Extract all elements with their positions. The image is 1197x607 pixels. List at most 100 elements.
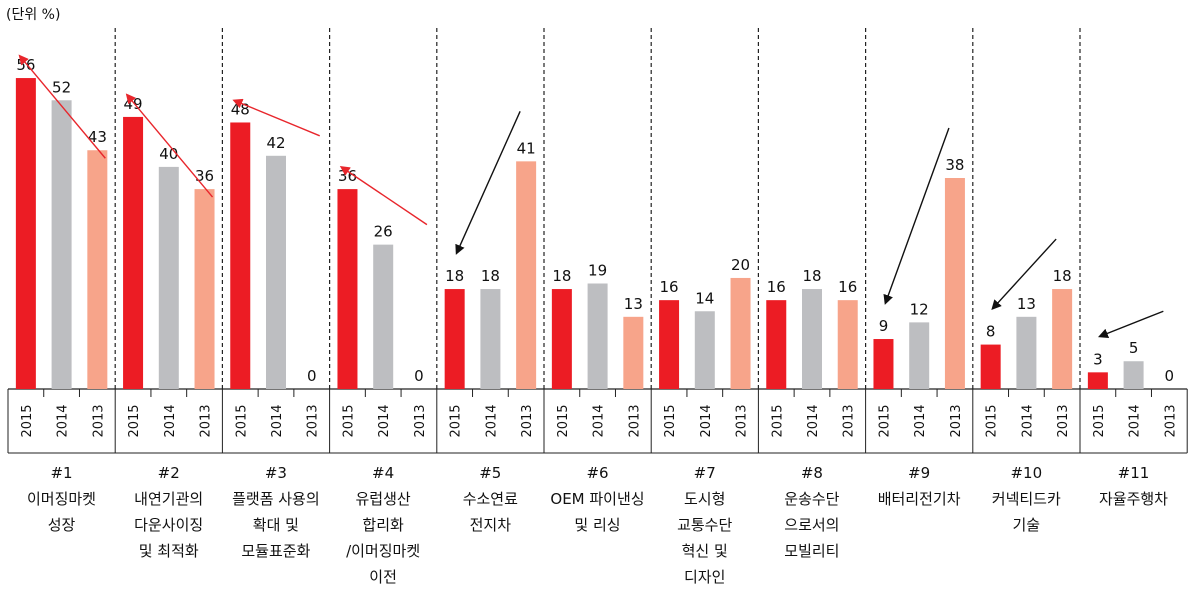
data-label: 41 (517, 139, 536, 157)
year-tick-label: 2014 (913, 404, 928, 437)
year-tick-label: 2015 (877, 404, 892, 437)
year-tick-label: 2013 (735, 404, 750, 437)
category-name-line: 모듈표준화 (241, 542, 311, 560)
bar-c9-2013 (944, 178, 965, 389)
bar-c7-2014 (694, 311, 715, 389)
trend-arrow-up (125, 93, 214, 198)
data-label: 19 (588, 262, 607, 280)
data-label: 9 (879, 317, 889, 335)
year-tick-label: 2014 (699, 404, 714, 437)
data-label: 5 (1129, 339, 1139, 357)
year-tick-label: 2015 (234, 404, 249, 437)
bar-c2-2014 (158, 166, 179, 389)
bar-c1-2015 (15, 78, 36, 389)
data-label: 16 (838, 278, 857, 296)
data-label: 36 (195, 167, 214, 185)
category-number: #4 (372, 464, 395, 482)
category-number: #8 (800, 464, 823, 482)
data-label: 13 (624, 295, 643, 313)
category-name-line: 성장 (47, 516, 76, 534)
year-tick-label: 2014 (270, 404, 285, 437)
data-label: 16 (660, 278, 679, 296)
category-number: #1 (50, 464, 73, 482)
year-tick-label: 2015 (985, 404, 1000, 437)
data-label: 14 (695, 289, 714, 307)
category-name-line: 플랫폼 사용의 (232, 490, 320, 508)
bar-c6-2015 (551, 289, 572, 389)
category-number: #6 (586, 464, 609, 482)
year-tick-label: 2014 (56, 404, 71, 437)
trend-arrow-down (883, 127, 950, 305)
category-label: #4 유럽생산 합리화/이머징마켓 이전 (330, 460, 437, 590)
category-number: #9 (908, 464, 931, 482)
trend-arrow-down (1098, 310, 1164, 339)
year-tick-label: 2013 (306, 404, 321, 437)
category-label: #6 OEM 파이낸싱 및 리싱 (544, 460, 651, 538)
category-name-line: 이전 (369, 568, 397, 586)
year-tick-label: 2015 (127, 404, 142, 437)
data-label: 18 (445, 267, 464, 285)
category-name-line: 수소연료 (462, 490, 518, 508)
year-tick-label: 2015 (770, 404, 785, 437)
category-label: #8 운송수단 으로서의 모빌리티 (758, 460, 865, 564)
year-tick-label: 2014 (163, 404, 178, 437)
bar-c4-2014 (373, 244, 394, 389)
category-name-line: 및 리싱 (574, 516, 621, 534)
category-name-line: 으로서의 (784, 516, 840, 534)
category-label: #2 내연기관의 다운사이징 및 최적화 (115, 460, 222, 564)
year-tick-label: 2013 (1056, 404, 1071, 437)
year-tick-label: 2013 (413, 404, 428, 437)
data-label: 42 (266, 134, 285, 152)
data-label: 52 (52, 78, 71, 96)
data-label: 18 (1053, 267, 1072, 285)
bar-c6-2014 (587, 283, 608, 389)
category-label: #9 배터리전기차 (866, 460, 973, 512)
bar-c10-2015 (980, 344, 1001, 389)
category-label: #5 수소연료 전지차 (437, 460, 544, 538)
year-tick-label: 2015 (20, 404, 35, 437)
bar-c5-2015 (444, 289, 465, 389)
trend-arrow-up (339, 165, 428, 226)
bar-c11-2015 (1087, 372, 1108, 389)
bar-c8-2014 (802, 289, 822, 389)
trend-arrow-down (455, 111, 521, 255)
category-name-line: 전지차 (469, 516, 511, 534)
year-tick-label: 2015 (663, 404, 678, 437)
category-name-line: 다운사이징 (134, 516, 204, 534)
bar-c7-2015 (659, 300, 680, 389)
category-number: #10 (1010, 464, 1043, 482)
year-tick-label: 2015 (556, 404, 571, 437)
category-number: #2 (157, 464, 180, 482)
bar-c4-2015 (337, 189, 358, 389)
year-tick-label: 2013 (520, 404, 535, 437)
bar-c8-2013 (837, 300, 858, 389)
data-label: 38 (945, 156, 964, 174)
year-tick-label: 2013 (1163, 404, 1178, 437)
data-label: 16 (767, 278, 786, 296)
bar-c10-2013 (1052, 289, 1073, 389)
category-name-line: 기술 (1012, 516, 1041, 534)
year-tick-label: 2015 (341, 404, 356, 437)
bar-c9-2014 (909, 322, 930, 389)
data-label: 43 (88, 128, 107, 146)
year-tick-label: 2015 (1092, 404, 1107, 437)
bar-c3-2015 (230, 122, 251, 390)
data-label: 18 (552, 267, 571, 285)
data-label: 8 (986, 323, 996, 341)
bar-c11-2014 (1123, 361, 1144, 389)
category-label: #10 커넥티드카 기술 (973, 460, 1080, 538)
data-label: 18 (481, 267, 500, 285)
bar-c5-2014 (480, 289, 501, 389)
bar-c6-2013 (623, 316, 644, 389)
category-name-line: /이머징마켓 (346, 542, 421, 560)
bar-c1-2014 (51, 100, 72, 390)
bar-c2-2015 (123, 116, 144, 389)
bar-c7-2013 (730, 277, 751, 389)
year-tick-label: 2014 (377, 404, 392, 437)
data-label: 20 (731, 256, 750, 274)
year-tick-label: 2014 (1128, 404, 1143, 437)
year-tick-label: 2013 (842, 404, 857, 437)
data-label: 12 (910, 300, 929, 318)
year-tick-label: 2014 (484, 404, 499, 437)
